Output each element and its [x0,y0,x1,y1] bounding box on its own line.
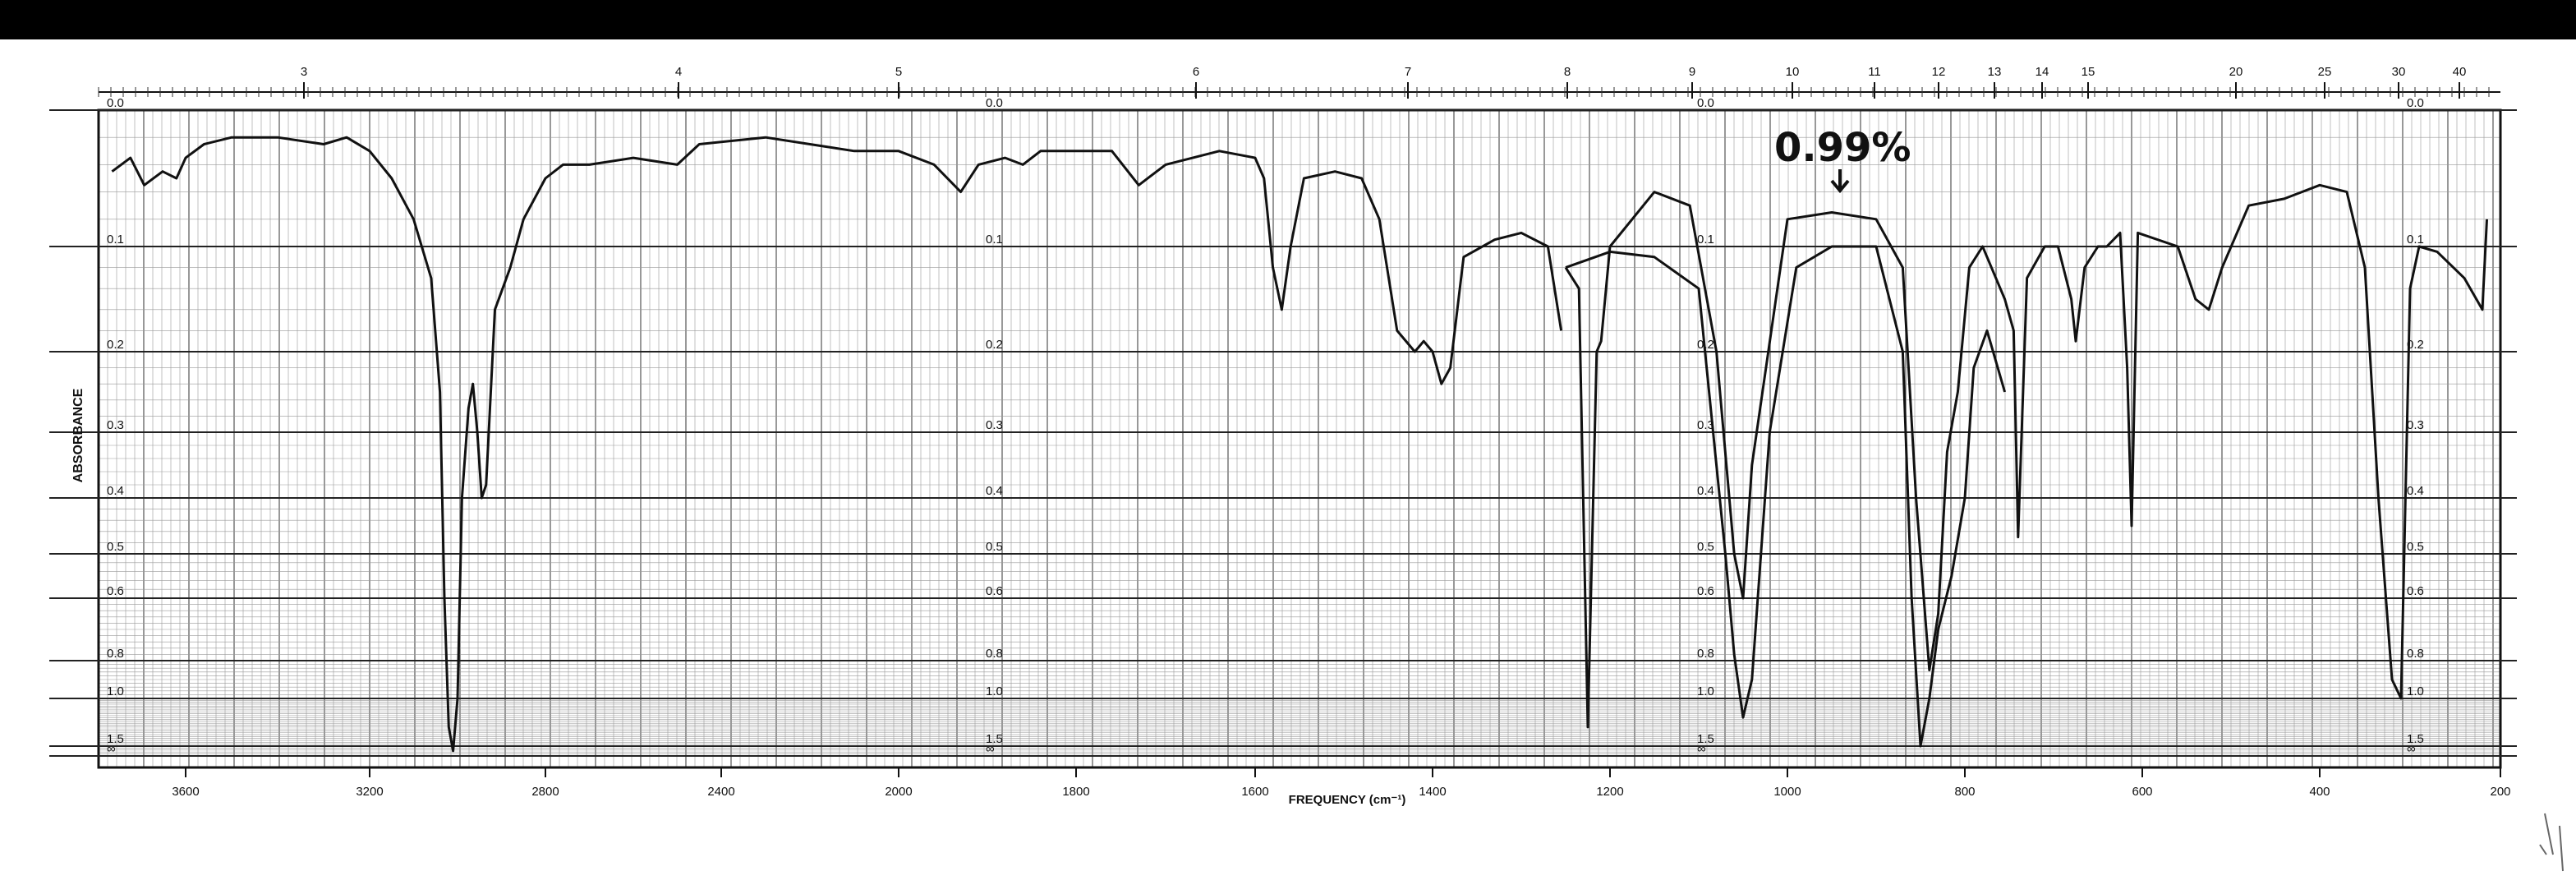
y-axis-label: ABSORBANCE [71,388,85,482]
absorbance-tick-label: 1.0 [986,684,1003,698]
spectrum-trace-dilute [1565,245,2007,748]
spectrum-trace [1564,183,2488,729]
absorbance-tick-label: 0.3 [107,418,124,432]
absorbance-tick-label: 0.0 [2407,96,2424,110]
absorbance-tick-label: 0.3 [986,418,1003,432]
absorbance-tick-label: 1.0 [1697,684,1714,698]
wavelength-tick-label: 4 [675,65,682,79]
absorbance-tick-label: 0.2 [1697,338,1714,352]
wavelength-tick-label: 15 [2082,65,2095,79]
absorbance-tick-label: 0.1 [986,233,1003,247]
absorbance-tick-label: ∞ [2407,742,2416,756]
absorbance-tick-label: 1.5 [107,732,124,746]
spectrum-traces [111,136,2488,753]
wavelength-tick-label: 5 [895,65,902,79]
wavelength-tick-label: 3 [301,65,307,79]
frequency-tick-label: 3600 [172,785,199,799]
frequency-tick-label: 1200 [1596,785,1623,799]
absorbance-tick-label: 1.5 [2407,732,2424,746]
frequency-tick-label: 3200 [356,785,383,799]
absorbance-tick-label: 0.6 [107,584,124,598]
absorbance-tick-label: 0.5 [986,540,1003,554]
absorbance-tick-label: 1.0 [2407,684,2424,698]
absorbance-tick-label: 0.3 [2407,418,2424,432]
absorbance-tick-label: 0.6 [2407,584,2424,598]
wavelength-axis: 3 4 5 6 7 8 9 10 11 12 13 14 15 20 25 30 40 [98,65,2500,99]
wavelength-tick-label: 13 [1988,65,2002,79]
chart-grid [98,109,2500,767]
absorbance-tick-label: 0.4 [1697,484,1714,498]
absorbance-tick-label: ∞ [107,742,116,756]
absorbance-tick-label: 1.5 [986,732,1003,746]
absorbance-tick-label: 0.3 [1697,418,1714,432]
wavelength-tick-label: 11 [1868,65,1881,79]
absorbance-tick-label: 0.2 [107,338,124,352]
spectrum-trace [111,136,1563,753]
absorbance-tick-label: 0.0 [1697,96,1714,110]
absorbance-tick-label: 0.8 [986,647,1003,661]
absorbance-tick-label: 0.1 [1697,233,1714,247]
frequency-axis: 3600 3200 2800 2400 2000 1800 1600 1400 1200 1000… [172,767,2511,799]
absorbance-tick-label: 0.5 [1697,540,1714,554]
wavelength-tick-label: 10 [1786,65,1800,79]
frequency-tick-label: 1400 [1419,785,1446,799]
absorbance-tick-label: 0.8 [107,647,124,661]
absorbance-tick-label: 0.5 [107,540,124,554]
frequency-tick-label: 2800 [531,785,559,799]
absorbance-tick-label: 0.6 [986,584,1003,598]
frequency-tick-label: 200 [2490,785,2510,799]
scribble-mark [2539,813,2564,872]
wavelength-tick-label: 6 [1193,65,1199,79]
wavelength-tick-label: 30 [2392,65,2406,79]
frequency-tick-label: 400 [2309,785,2330,799]
absorbance-tick-label: 0.2 [986,338,1003,352]
frequency-tick-label: 2000 [885,785,912,799]
concentration-annotation: 0.99% [1774,125,1911,171]
top-black-band [0,0,2576,39]
absorbance-tick-label: 0.4 [2407,484,2424,498]
wavelength-tick-label: 9 [1689,65,1695,79]
absorbance-tick-label: 0.0 [107,96,124,110]
absorbance-tick-label: 0.2 [2407,338,2424,352]
absorbance-tick-label: 0.1 [2407,233,2424,247]
absorbance-tick-label: 0.8 [2407,647,2424,661]
absorbance-tick-label: 0.6 [1697,584,1714,598]
absorbance-tick-label: 1.0 [107,684,124,698]
frequency-tick-label: 600 [2132,785,2152,799]
absorbance-tick-label: ∞ [986,742,995,756]
absorbance-tick-label: ∞ [1697,742,1706,756]
absorbance-tick-label: 0.1 [107,233,124,247]
concentration-arrow [1830,169,1850,194]
wavelength-tick-label: 25 [2318,65,2332,79]
frequency-tick-label: 1800 [1062,785,1089,799]
frequency-tick-label: 2400 [707,785,734,799]
wavelength-tick-label: 8 [1564,65,1571,79]
wavelength-tick-label: 7 [1405,65,1411,79]
absorbance-tick-label: 1.5 [1697,732,1714,746]
wavelength-tick-label: 20 [2229,65,2243,79]
frequency-tick-label: 1600 [1241,785,1268,799]
absorbance-tick-label: 0.4 [986,484,1003,498]
absorbance-tick-label: 0.5 [2407,540,2424,554]
absorbance-axes: 0.0 0.0 0.0 0.0 0.1 0.1 0.1 0.1 0.2 0.2 0.2 0.2 0.3 0… [49,96,2517,757]
frequency-tick-label: 1000 [1773,785,1801,799]
wavelength-tick-label: 14 [2036,65,2049,79]
absorbance-tick-label: 0.8 [1697,647,1714,661]
absorbance-tick-label: 0.0 [986,96,1003,110]
absorbance-tick-label: 0.4 [107,484,124,498]
wavelength-tick-label: 40 [2453,65,2467,79]
wavelength-tick-label: 12 [1932,65,1946,79]
frequency-tick-label: 800 [1954,785,1975,799]
x-axis-label: FREQUENCY (cm⁻¹) [1289,793,1406,807]
